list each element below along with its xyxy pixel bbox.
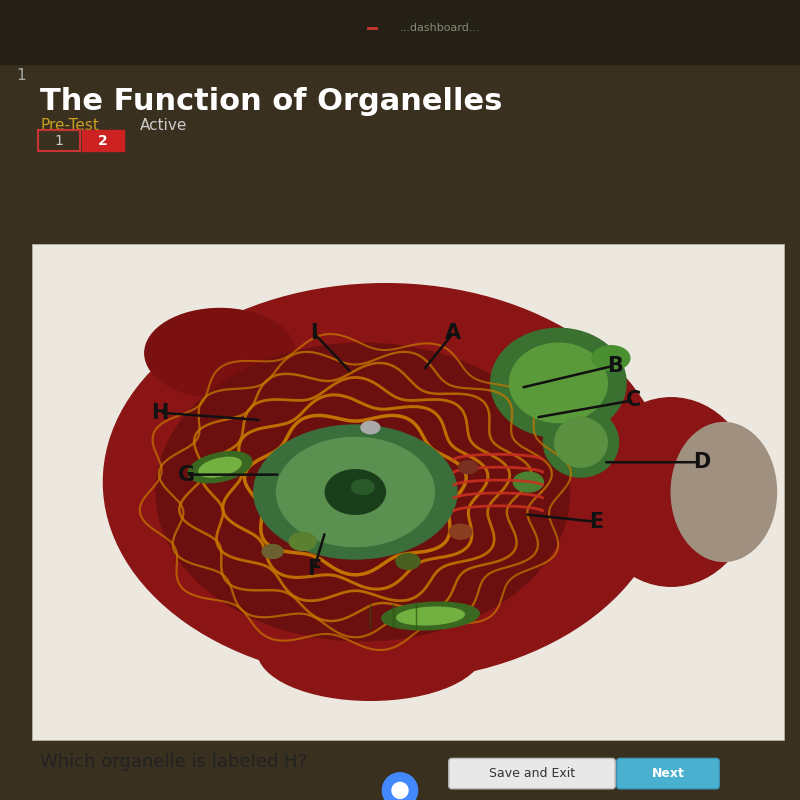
Ellipse shape (326, 470, 386, 514)
Ellipse shape (145, 309, 295, 398)
Circle shape (392, 782, 408, 798)
Text: D: D (693, 452, 710, 472)
Text: F: F (307, 559, 321, 579)
Text: A: A (445, 323, 461, 343)
Text: ...dashboard...: ...dashboard... (400, 23, 480, 33)
Text: 1: 1 (16, 69, 26, 83)
Circle shape (382, 773, 418, 800)
Ellipse shape (592, 346, 630, 370)
Ellipse shape (103, 284, 667, 681)
Ellipse shape (277, 438, 434, 546)
Ellipse shape (671, 422, 777, 562)
Text: E: E (589, 512, 603, 532)
Text: B: B (607, 355, 622, 375)
FancyBboxPatch shape (32, 244, 784, 740)
Ellipse shape (289, 533, 316, 550)
Ellipse shape (514, 472, 543, 492)
FancyBboxPatch shape (38, 130, 80, 151)
Ellipse shape (156, 343, 570, 641)
Ellipse shape (490, 328, 626, 438)
Ellipse shape (397, 607, 464, 625)
Ellipse shape (351, 479, 374, 494)
Text: Pre-Test: Pre-Test (40, 118, 99, 133)
Ellipse shape (396, 554, 420, 570)
Ellipse shape (382, 602, 479, 630)
Ellipse shape (254, 425, 457, 559)
Text: G: G (178, 465, 194, 485)
FancyBboxPatch shape (449, 758, 615, 789)
Text: Next: Next (651, 767, 685, 780)
Ellipse shape (262, 545, 283, 558)
Text: 2: 2 (98, 134, 108, 148)
FancyBboxPatch shape (617, 758, 719, 789)
Text: C: C (626, 390, 642, 410)
Ellipse shape (188, 452, 252, 482)
Ellipse shape (458, 461, 478, 474)
FancyBboxPatch shape (82, 130, 124, 151)
Ellipse shape (258, 601, 483, 700)
Text: H: H (151, 402, 169, 422)
Ellipse shape (554, 418, 607, 467)
Ellipse shape (510, 343, 607, 422)
Text: Active: Active (140, 118, 187, 133)
Ellipse shape (543, 408, 618, 477)
Text: The Function of Organelles: The Function of Organelles (40, 87, 502, 116)
Ellipse shape (199, 458, 241, 477)
Ellipse shape (589, 398, 754, 586)
Ellipse shape (361, 422, 380, 434)
Text: I: I (310, 323, 318, 343)
Bar (0, 0, 800, 64)
Text: 1: 1 (54, 134, 64, 148)
Ellipse shape (450, 524, 472, 539)
Text: Save and Exit: Save and Exit (489, 767, 575, 780)
Text: Which organelle is labeled H?: Which organelle is labeled H? (40, 753, 307, 770)
